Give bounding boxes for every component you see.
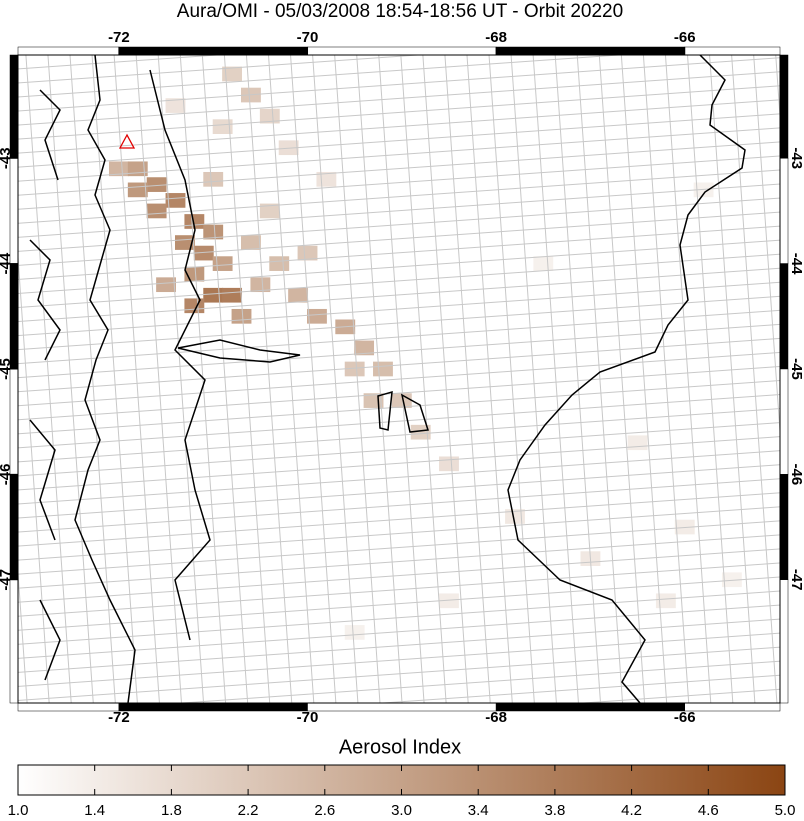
y-tick-label: -43	[0, 147, 14, 169]
frame-bar	[684, 702, 781, 712]
coastlines	[29, 55, 746, 703]
x-tick-label: -72	[108, 29, 130, 46]
x-tick-label: -66	[674, 29, 696, 46]
volcano-marker	[118, 133, 136, 149]
colorbar-tick-label: 2.2	[238, 802, 259, 819]
colorbar-tick-label: 1.4	[84, 802, 105, 819]
frame-bar	[307, 702, 497, 712]
frame-bar	[779, 158, 789, 264]
y-tick-label: -44	[788, 253, 804, 275]
frame-bar	[9, 368, 19, 475]
colorbar-tick-label: 3.8	[544, 802, 565, 819]
colorbar-tick-label: 3.4	[468, 802, 489, 819]
title: Aura/OMI - 05/03/2008 18:54-18:56 UT - O…	[177, 1, 623, 22]
pixel-grid	[18, 55, 780, 703]
frame-bar	[17, 702, 120, 712]
frame-bar	[9, 158, 19, 264]
y-tick-label: -46	[788, 464, 804, 486]
lake-musters	[377, 390, 429, 433]
frame-bar	[9, 474, 19, 580]
map-border	[17, 54, 781, 704]
frame-bar	[9, 263, 19, 370]
x-tick-label: -70	[297, 29, 319, 46]
colorbar-tick-label: 2.6	[314, 802, 335, 819]
y-tick-label: -45	[788, 358, 804, 380]
frame-bar	[9, 54, 19, 159]
x-tick-label: -68	[485, 29, 507, 46]
y-tick-label: -44	[0, 252, 14, 274]
frame-bar	[17, 46, 120, 56]
y-tick-label: -47	[788, 569, 804, 591]
colorbar-tick-label: 3.0	[391, 802, 412, 819]
frame-bar	[495, 46, 685, 56]
colorbar-title: Aerosol Index	[339, 736, 461, 758]
x-tick-label: -66	[674, 709, 696, 726]
frame-bar	[779, 263, 789, 370]
x-tick-label: -68	[485, 709, 507, 726]
frame-bar	[779, 474, 789, 580]
y-tick-label: -45	[0, 358, 14, 380]
west-coast	[74, 55, 136, 703]
frame-bar	[779, 368, 789, 475]
x-tick-label: -70	[297, 709, 319, 726]
frame-bar	[307, 46, 497, 56]
map-area	[18, 55, 780, 703]
frame-bar	[495, 702, 685, 712]
colorbar-tick-label: 1.8	[161, 802, 182, 819]
east-coast	[507, 55, 746, 703]
colorbar-tick-label: 1.0	[8, 802, 29, 819]
frame-bar	[779, 54, 789, 159]
frame-bar	[118, 46, 308, 56]
lake-buenos-aires	[177, 339, 301, 363]
frame-bar	[9, 579, 19, 704]
frame-bar	[779, 579, 789, 704]
west-islands	[29, 89, 61, 681]
frame-bar	[684, 46, 781, 56]
colorbar-tick-label: 4.2	[621, 802, 642, 819]
y-tick-label: -43	[788, 147, 804, 169]
x-tick-label: -72	[108, 709, 130, 726]
y-tick-label: -46	[0, 464, 14, 486]
map-frame: -72 -72 -70 -70 -68 -68 -66 -66 -43 -43 -44 -44 -45 -…	[0, 29, 804, 726]
colorbar-tick-label: 4.6	[698, 802, 719, 819]
colorbar-tick-label: 5.0	[775, 802, 796, 819]
frame-bar	[118, 702, 308, 712]
y-tick-label: -47	[0, 569, 14, 591]
andes-border	[149, 69, 211, 641]
